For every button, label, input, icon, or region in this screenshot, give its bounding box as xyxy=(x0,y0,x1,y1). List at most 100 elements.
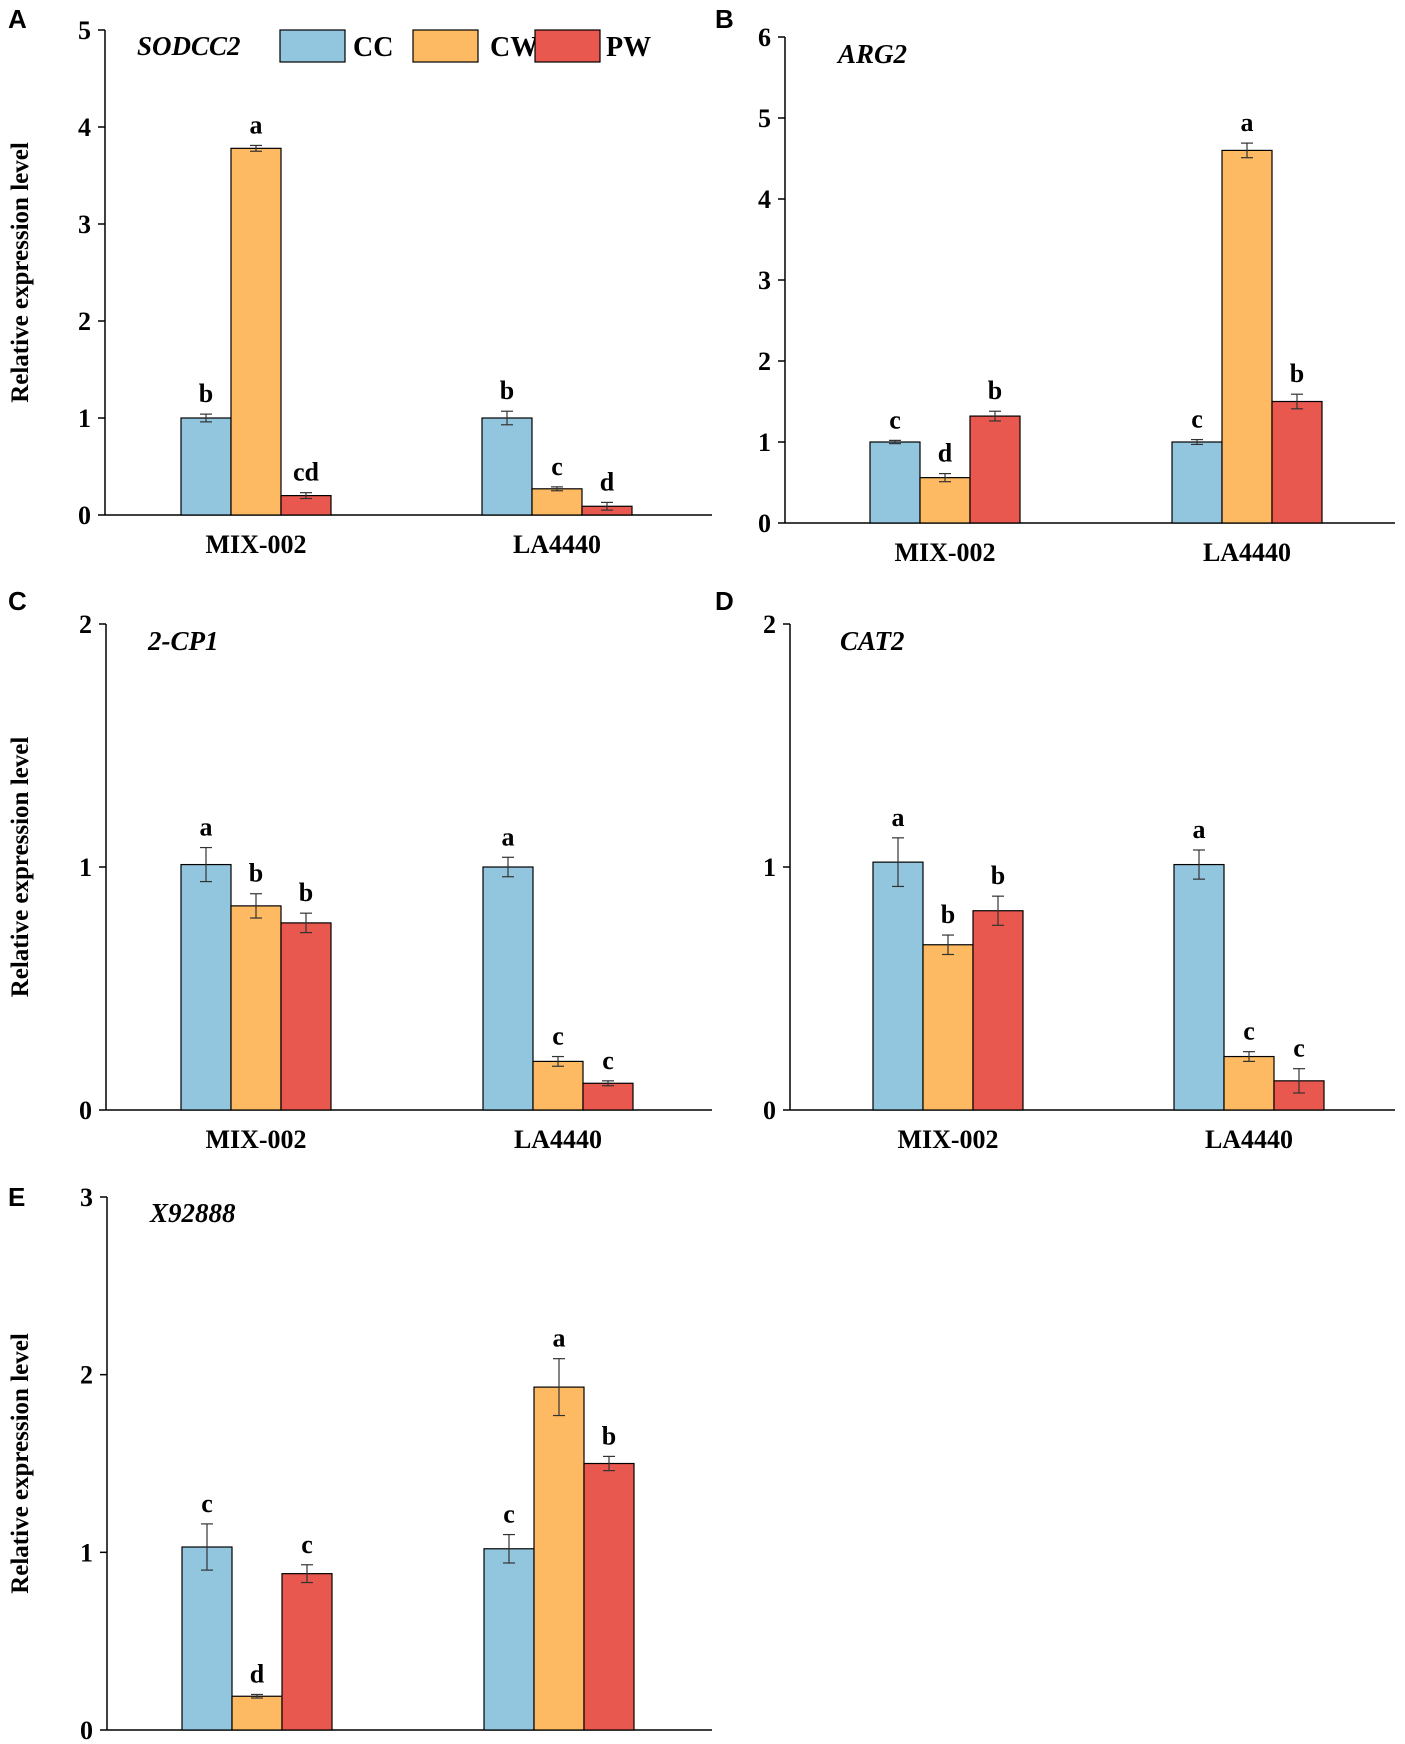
y-tick-label: 0 xyxy=(80,1716,93,1744)
x-tick-label: MIX-002 xyxy=(894,538,995,567)
significance-letter: a xyxy=(502,822,515,851)
bar-cw xyxy=(532,1060,584,1111)
significance-letter: c xyxy=(201,1489,213,1518)
significance-letter: c xyxy=(551,452,563,481)
significance-letter: a xyxy=(250,110,263,139)
significance-letter: b xyxy=(249,859,263,888)
bar-pw xyxy=(582,1082,634,1111)
significance-letter: cd xyxy=(293,458,320,487)
y-tick-label: 1 xyxy=(763,853,776,882)
x-tick-label: MIX-002 xyxy=(205,1125,306,1154)
bar-cc xyxy=(1173,863,1225,1111)
x-tick-label: LA4440 xyxy=(514,1125,602,1154)
legend-label-cw: CW xyxy=(490,32,538,63)
significance-letter: b xyxy=(991,861,1005,890)
significance-letter: a xyxy=(200,813,213,842)
bar-pw xyxy=(1271,400,1323,524)
legend-swatch-cw xyxy=(412,29,479,63)
significance-letter: b xyxy=(602,1421,616,1450)
panel-letter: A xyxy=(8,4,27,34)
significance-letter: b xyxy=(299,878,313,907)
panel-letter: C xyxy=(8,586,27,616)
significance-letter: a xyxy=(1193,815,1206,844)
panel-letter: B xyxy=(715,4,734,34)
legend-swatch-cc xyxy=(279,29,346,63)
panel-b: B 0 1 2 3 4 5 6 ARG2 MIX-002 c d b LA4440 c a b xyxy=(715,4,1395,567)
bar-pw xyxy=(281,1573,333,1731)
bar-pw xyxy=(280,922,332,1111)
y-tick-label: 2 xyxy=(79,610,92,639)
y-tick-label: 2 xyxy=(763,610,776,639)
panel-a: A 0 1 2 3 4 5 Relative expression level SODCC2 MI… xyxy=(7,4,712,559)
y-tick-label: 4 xyxy=(758,185,771,214)
significance-letter: a xyxy=(553,1324,566,1353)
y-axis-title: Relative expression level xyxy=(7,1333,34,1594)
bar-cw xyxy=(1223,1055,1275,1111)
y-tick-label: 2 xyxy=(758,347,771,376)
y-tick-label: 0 xyxy=(758,509,771,538)
bar-cw xyxy=(919,477,971,524)
bar-pw xyxy=(972,910,1024,1111)
bar-pw xyxy=(969,415,1021,524)
significance-letter: c xyxy=(552,1022,564,1051)
gene-name: X92888 xyxy=(149,1198,236,1228)
significance-letter: a xyxy=(892,803,905,832)
y-tick-label: 0 xyxy=(763,1096,776,1125)
y-axis-title: Relative expression level xyxy=(7,737,34,998)
bar-cw xyxy=(1221,149,1273,524)
bar-cw xyxy=(531,488,583,516)
y-tick-label: 0 xyxy=(78,501,91,530)
significance-letter: c xyxy=(889,405,901,434)
bar-cw xyxy=(230,147,282,516)
y-tick-label: 1 xyxy=(758,428,771,457)
panel-d: D 0 1 2 CAT2 MIX-002 a b b LA4440 a c c xyxy=(715,586,1395,1154)
significance-letter: b xyxy=(988,376,1002,405)
significance-letter: d xyxy=(250,1659,265,1688)
bar-cc xyxy=(1171,441,1223,524)
significance-letter: c xyxy=(301,1530,313,1559)
y-tick-label: 5 xyxy=(78,16,91,45)
y-tick-label: 2 xyxy=(78,307,91,336)
legend-swatch-pw xyxy=(534,29,601,63)
gene-name: 2-CP1 xyxy=(147,626,219,656)
bar-cw xyxy=(533,1386,585,1731)
y-tick-label: 3 xyxy=(80,1183,93,1212)
legend-label-cc: CC xyxy=(353,32,393,63)
bar-cw xyxy=(230,905,282,1111)
x-tick-label: MIX-002 xyxy=(897,1125,998,1154)
bar-cc xyxy=(181,1546,233,1731)
y-axis-title: Relative expression level xyxy=(7,142,34,403)
significance-letter: a xyxy=(1241,108,1254,137)
significance-letter: c xyxy=(503,1500,515,1529)
gene-name: ARG2 xyxy=(836,39,907,69)
x-tick-label: LA4440 xyxy=(1203,538,1291,567)
bar-cw xyxy=(922,944,974,1111)
significance-letter: d xyxy=(938,439,953,468)
y-tick-label: 1 xyxy=(78,404,91,433)
legend: CC CW PW xyxy=(279,29,651,63)
gene-name: SODCC2 xyxy=(137,31,241,61)
y-tick-label: 0 xyxy=(79,1096,92,1125)
bar-cc xyxy=(483,1548,535,1731)
bar-cw xyxy=(231,1695,283,1731)
panel-c: C 0 1 2 Relative expression level 2-CP1 MIX-00… xyxy=(7,586,712,1154)
x-tick-label: LA4440 xyxy=(513,530,601,559)
x-tick-label: LA4440 xyxy=(1205,1125,1293,1154)
bar-cc xyxy=(869,441,921,524)
y-tick-label: 1 xyxy=(80,1538,93,1567)
legend-label-pw: PW xyxy=(606,32,651,63)
significance-letter: d xyxy=(600,467,615,496)
y-tick-label: 5 xyxy=(758,104,771,133)
bar-cc xyxy=(481,417,533,516)
significance-letter: b xyxy=(1290,359,1304,388)
significance-letter: b xyxy=(199,379,213,408)
y-tick-label: 3 xyxy=(758,266,771,295)
significance-letter: c xyxy=(1293,1034,1305,1063)
y-tick-label: 4 xyxy=(78,113,91,142)
significance-letter: c xyxy=(602,1046,614,1075)
bar-cc xyxy=(872,861,924,1111)
y-tick-label: 2 xyxy=(80,1361,93,1390)
significance-letter: b xyxy=(500,376,514,405)
